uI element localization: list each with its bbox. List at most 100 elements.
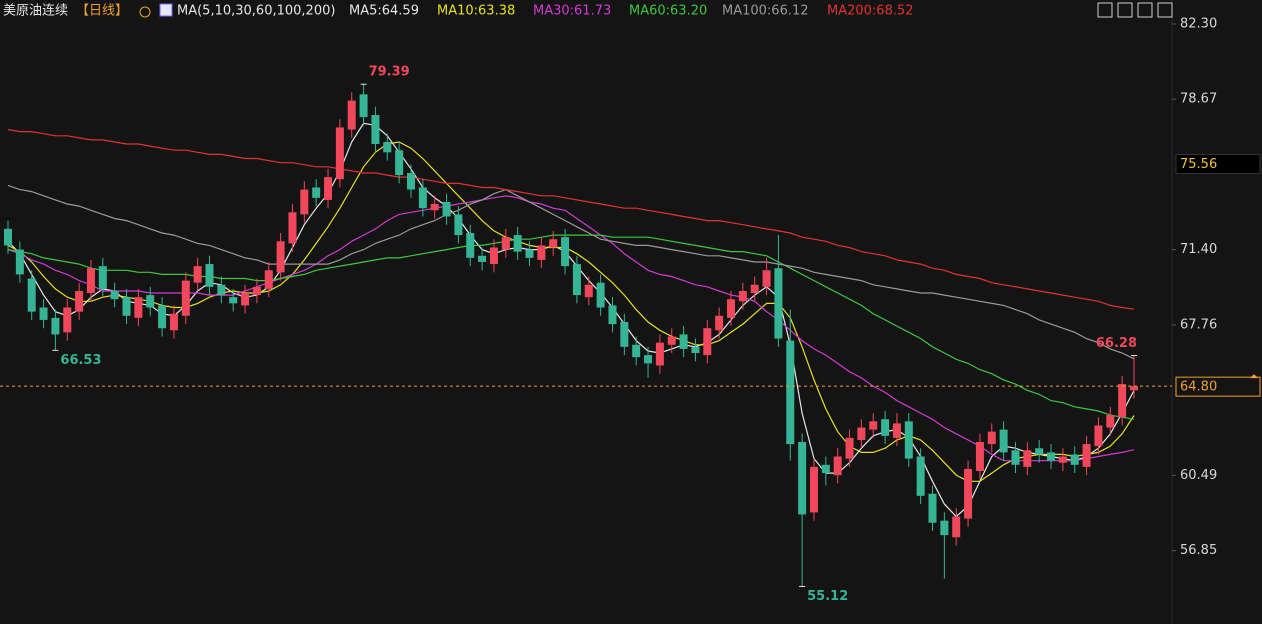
candle-body xyxy=(75,290,84,312)
candle-body xyxy=(371,115,380,145)
candle-body xyxy=(193,266,202,283)
candle-body xyxy=(904,421,913,459)
tool-icon[interactable] xyxy=(1157,2,1173,18)
candle-body xyxy=(549,239,558,248)
candle-body xyxy=(146,295,155,308)
y-tick-label: 56.85 xyxy=(1180,543,1217,558)
legend-entry: MA100:66.12 xyxy=(722,4,809,19)
candle-body xyxy=(738,290,747,302)
candle-body xyxy=(39,307,48,320)
candle-body xyxy=(1058,456,1067,463)
candle-body xyxy=(229,297,238,304)
legend-entry: MA30:61.73 xyxy=(533,4,611,19)
candle-body xyxy=(418,187,427,209)
ma-line xyxy=(7,141,1135,482)
candle-body xyxy=(892,423,901,438)
candle-body xyxy=(620,322,629,347)
candle-body xyxy=(833,456,842,476)
candle-body xyxy=(489,247,498,265)
tool-icon[interactable] xyxy=(1117,2,1133,18)
candle-body xyxy=(217,284,226,296)
candle-body xyxy=(679,334,688,349)
candle-body xyxy=(525,249,534,258)
tool-icon[interactable] xyxy=(1097,2,1113,18)
candle-body xyxy=(300,189,309,215)
last-price-box xyxy=(1175,376,1261,397)
candle-body xyxy=(572,264,581,296)
candle-body xyxy=(928,493,937,523)
candle-body xyxy=(691,346,700,354)
candle-body xyxy=(395,150,404,176)
candle-body xyxy=(241,293,250,306)
settings-icon[interactable] xyxy=(139,6,151,18)
candle-body xyxy=(288,212,297,244)
candle-body xyxy=(181,280,190,316)
y-tick-label: 71.40 xyxy=(1180,242,1217,257)
ma-lines xyxy=(7,122,1135,518)
candle-body xyxy=(798,442,807,515)
candle-body xyxy=(383,141,392,153)
ma-line xyxy=(7,184,1135,360)
candle-body xyxy=(727,299,736,318)
y-tick-label: 60.49 xyxy=(1180,468,1217,483)
candle-body xyxy=(821,464,830,474)
indicator-label: MA(5,10,30,60,100,200) xyxy=(177,4,335,19)
candle-body xyxy=(63,307,72,333)
candle-body xyxy=(501,237,510,250)
candle-body xyxy=(857,427,866,440)
tool-icon[interactable] xyxy=(1137,2,1153,18)
candle-body xyxy=(1011,450,1020,465)
candle-body xyxy=(916,456,925,496)
candle-body xyxy=(359,94,368,118)
candle-body xyxy=(454,214,463,236)
candle-body xyxy=(466,233,475,258)
candle-body xyxy=(608,305,617,325)
candle-body xyxy=(869,421,878,430)
candle-body xyxy=(205,264,214,287)
candle-body xyxy=(312,187,321,198)
candle-body xyxy=(1070,454,1079,465)
candle-body xyxy=(110,290,119,300)
candle-body xyxy=(881,419,890,436)
candle-body xyxy=(762,270,771,287)
candle-body xyxy=(98,266,107,289)
legend-entry: MA5:64.59 xyxy=(349,4,419,19)
candle-body xyxy=(442,201,451,217)
candles xyxy=(4,84,1138,587)
candle-body xyxy=(1082,444,1091,467)
y-tick-label: 78.67 xyxy=(1180,92,1217,107)
candle-body xyxy=(975,442,984,472)
last-price-label: 64.80 xyxy=(1180,380,1217,395)
candle-body xyxy=(1094,425,1103,447)
ma-line xyxy=(7,195,1135,462)
candle-body xyxy=(964,468,973,519)
candle-body xyxy=(158,305,167,329)
candle-body xyxy=(169,313,178,331)
extreme-label: 55.12 xyxy=(807,589,848,604)
candle-body xyxy=(584,284,593,298)
legend-entry: MA200:68.52 xyxy=(827,4,914,19)
candle-body xyxy=(632,344,641,358)
chart-title: 美原油连续 xyxy=(3,3,68,19)
candle-body xyxy=(15,249,24,275)
candle-body xyxy=(51,317,60,335)
candle-body xyxy=(561,237,570,267)
candle-body xyxy=(478,255,487,262)
highlight-box xyxy=(1175,153,1261,174)
candle-body xyxy=(406,173,415,190)
candle-body xyxy=(537,245,546,260)
period-label[interactable]: 【日线】 xyxy=(76,4,128,19)
candle-body xyxy=(750,284,759,294)
candle-body xyxy=(1047,452,1056,461)
candle-body xyxy=(252,286,261,296)
candle-body xyxy=(4,228,12,246)
indicator-icon[interactable] xyxy=(159,3,173,17)
candle-body xyxy=(122,297,131,316)
candle-body xyxy=(596,282,605,308)
candle-body xyxy=(1118,384,1127,418)
candle-body xyxy=(430,204,439,211)
candle-body xyxy=(952,516,961,538)
